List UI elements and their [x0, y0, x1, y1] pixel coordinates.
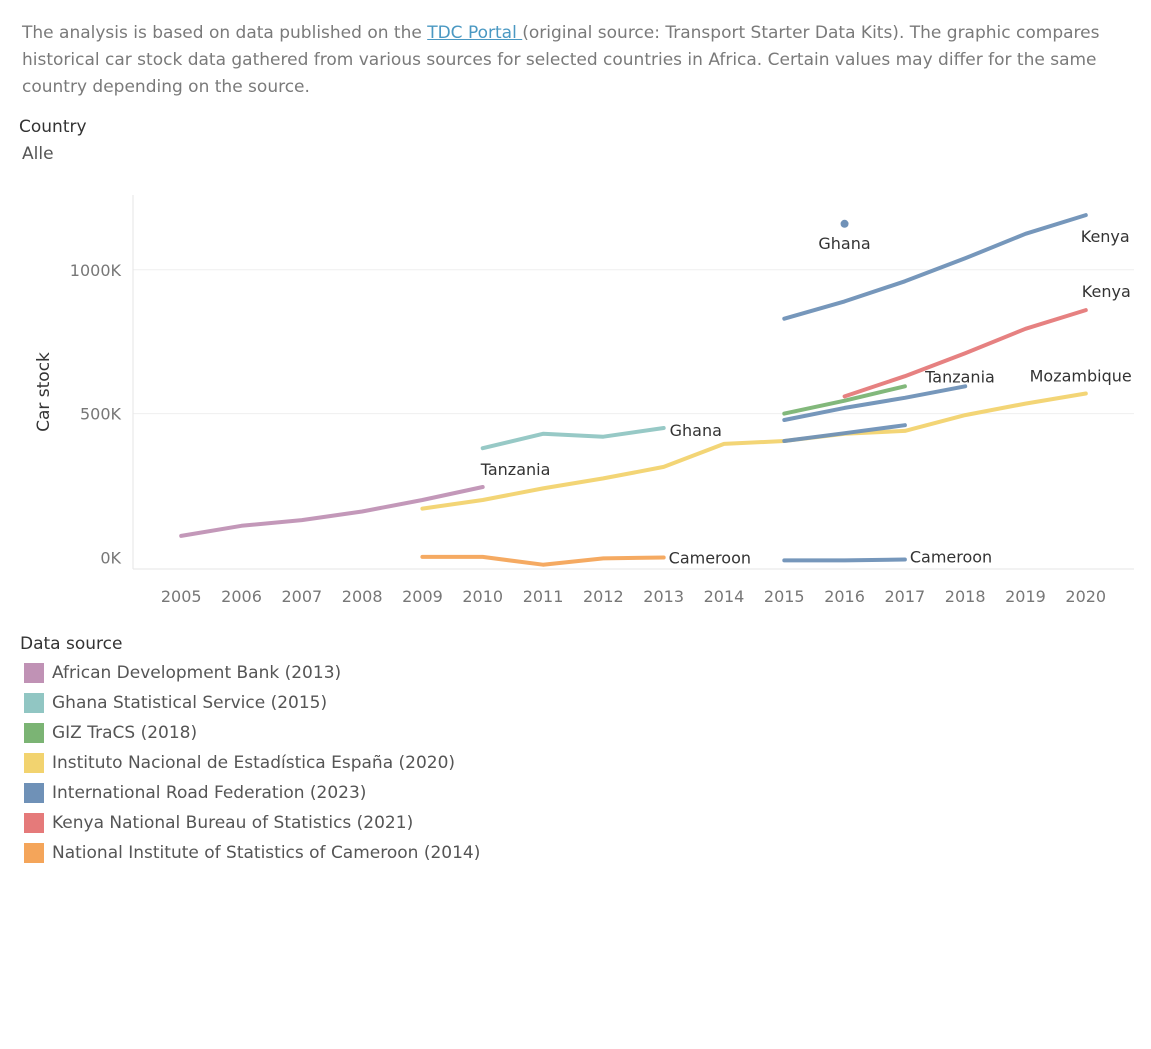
- y-axis-title: Car stock: [34, 352, 54, 432]
- series-line[interactable]: [420, 391, 1088, 511]
- legend-item[interactable]: International Road Federation (2023): [20, 778, 480, 808]
- x-tick-label: 2009: [402, 587, 443, 606]
- legend: Data source African Development Bank (20…: [20, 634, 480, 868]
- line-end-label: Kenya: [1082, 282, 1131, 301]
- x-tick-label: 2015: [764, 587, 805, 606]
- series-line[interactable]: [480, 426, 666, 451]
- line-end-label: Kenya: [1081, 227, 1130, 246]
- x-tick-label: 2020: [1065, 587, 1106, 606]
- gridlines: [133, 269, 1134, 415]
- car-stock-line-chart: 0K 500K 1000K 2005 2006 2007 2008 2009 2010 2011 2…: [34, 195, 1134, 606]
- legend-item[interactable]: Instituto Nacional de Estadística España…: [20, 748, 480, 778]
- intro-text-after-link: (original source: Transport Starter Data…: [22, 23, 1100, 97]
- x-tick-label: 2014: [704, 587, 745, 606]
- x-tick-label: 2010: [462, 587, 503, 606]
- series-line[interactable]: [782, 423, 907, 443]
- x-tick-label: 2005: [161, 587, 202, 606]
- axes: 0K 500K 1000K 2005 2006 2007 2008 2009 2010 2011 2…: [34, 195, 1134, 606]
- series-line[interactable]: [782, 384, 907, 416]
- legend-swatch: [24, 843, 44, 863]
- y-tick-label: 1000K: [70, 261, 122, 280]
- x-tick-label: 2018: [945, 587, 986, 606]
- series-line[interactable]: [782, 213, 1088, 321]
- legend-label: Kenya National Bureau of Statistics (202…: [52, 813, 414, 833]
- series-line[interactable]: [842, 308, 1088, 399]
- intro-text-before-link: The analysis is based on data published …: [22, 23, 428, 43]
- legend-items: African Development Bank (2013) Ghana Sta…: [20, 658, 480, 868]
- intro-text: The analysis is based on data published …: [22, 20, 1122, 101]
- x-tick-label: 2019: [1005, 587, 1046, 606]
- legend-title: Data source: [20, 634, 123, 654]
- x-tick-label: 2012: [583, 587, 624, 606]
- line-end-label: Cameroon: [669, 548, 751, 567]
- legend-swatch: [24, 663, 44, 683]
- y-tick-label: 500K: [80, 405, 122, 424]
- x-tick-label: 2016: [824, 587, 865, 606]
- x-tick-label: 2008: [342, 587, 383, 606]
- legend-label: Ghana Statistical Service (2015): [52, 693, 328, 713]
- legend-swatch: [24, 753, 44, 773]
- x-tick-label: 2013: [643, 587, 684, 606]
- series-lines: [179, 213, 1088, 567]
- series-line[interactable]: [782, 557, 907, 563]
- x-tick-label: 2006: [221, 587, 262, 606]
- line-end-label: Tanzania: [480, 460, 551, 479]
- country-filter-title: Country: [19, 117, 87, 137]
- legend-item[interactable]: Ghana Statistical Service (2015): [20, 688, 480, 718]
- series-line[interactable]: [179, 485, 485, 538]
- y-tick-label: 0K: [100, 548, 121, 567]
- legend-item[interactable]: GIZ TraCS (2018): [20, 718, 480, 748]
- legend-label: International Road Federation (2023): [52, 783, 367, 803]
- series-line[interactable]: [420, 554, 666, 567]
- legend-swatch: [24, 813, 44, 833]
- line-end-label: Ghana: [818, 234, 870, 253]
- line-end-label: Tanzania: [924, 367, 995, 386]
- series-line[interactable]: [782, 384, 968, 422]
- tdc-portal-link[interactable]: TDC Portal: [427, 23, 523, 43]
- end-labels: Tanzania Ghana Mozambique Kenya Tanzania Came…: [480, 227, 1132, 567]
- line-end-label: Ghana: [670, 421, 722, 440]
- line-end-label: Cameroon: [910, 548, 992, 567]
- x-tick-label: 2017: [884, 587, 925, 606]
- legend-swatch: [24, 783, 44, 803]
- legend-label: National Institute of Statistics of Came…: [52, 843, 481, 863]
- legend-item[interactable]: Kenya National Bureau of Statistics (202…: [20, 808, 480, 838]
- country-filter-value[interactable]: Alle: [22, 144, 54, 164]
- legend-swatch: [24, 693, 44, 713]
- x-tick-label: 2011: [523, 587, 564, 606]
- legend-item[interactable]: African Development Bank (2013): [20, 658, 480, 688]
- legend-swatch: [24, 723, 44, 743]
- legend-item[interactable]: National Institute of Statistics of Came…: [20, 838, 480, 868]
- data-point[interactable]: [840, 219, 849, 228]
- legend-label: Instituto Nacional de Estadística España…: [52, 753, 456, 773]
- legend-label: GIZ TraCS (2018): [52, 723, 198, 743]
- x-tick-label: 2007: [281, 587, 322, 606]
- legend-label: African Development Bank (2013): [52, 663, 342, 683]
- line-end-label: Mozambique: [1030, 367, 1132, 386]
